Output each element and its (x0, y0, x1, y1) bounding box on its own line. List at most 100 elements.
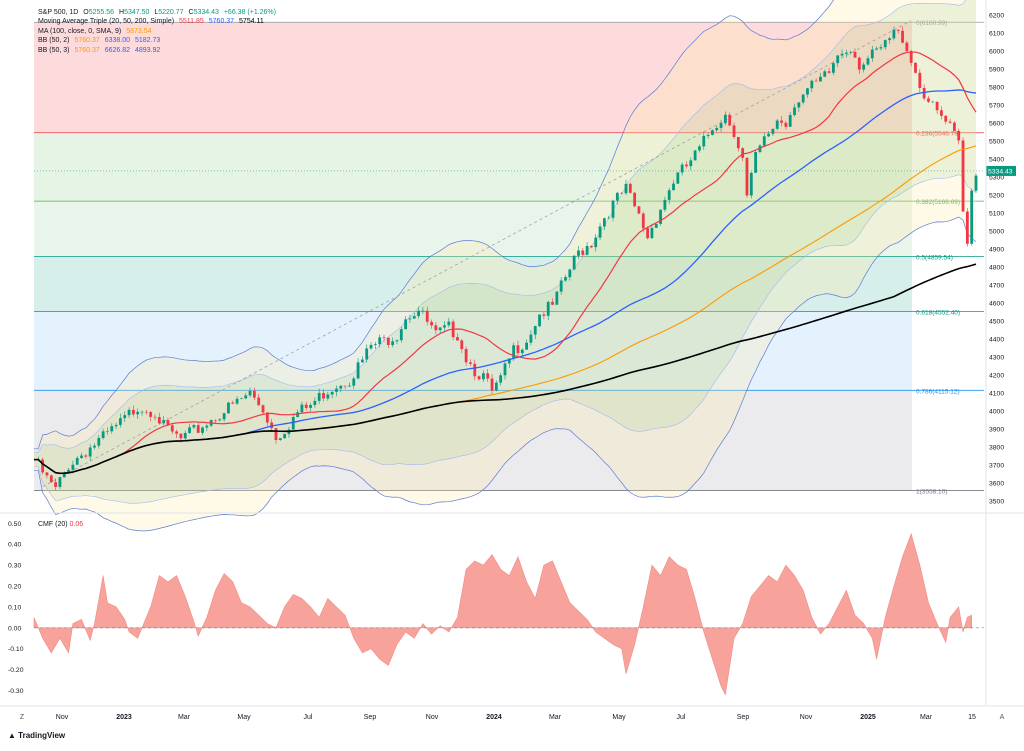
candle-body (637, 206, 641, 214)
candle-body (741, 148, 745, 158)
candle-body (144, 411, 148, 413)
candle-body (335, 388, 338, 392)
open-label: O (83, 9, 89, 16)
candle-body (840, 53, 844, 56)
candle-body (957, 130, 961, 141)
candle-body (261, 405, 265, 413)
candle-body (551, 301, 554, 305)
candle-body (49, 475, 53, 483)
candle-body (399, 329, 403, 341)
cmf-legend[interactable]: CMF (20) 0.06 (38, 521, 83, 528)
cmf-value: 0.06 (69, 521, 84, 528)
legend-mat-row[interactable]: Moving Average Triple (20, 50, 200, Simp… (38, 17, 279, 26)
candle-body (252, 390, 256, 398)
candle-body (572, 255, 576, 270)
candle-body (131, 409, 135, 415)
candle-body (538, 314, 541, 327)
candle-body (227, 402, 230, 414)
candle-body (663, 199, 667, 210)
candle-body (512, 345, 516, 359)
price-tick-4500: 4500 (989, 319, 1004, 326)
candle-body (222, 413, 226, 420)
trend-line (42, 20, 912, 487)
candle-body (54, 482, 58, 487)
candle-body (291, 417, 295, 430)
candle-body (84, 455, 88, 457)
candle-body (667, 190, 671, 200)
candle-body (352, 378, 356, 386)
bb2-label: BB (50, 3) (38, 46, 70, 54)
price-tick-5200: 5200 (989, 193, 1004, 200)
candle-body (715, 127, 719, 131)
candle-body (430, 321, 433, 326)
bb2-lower: 4893.92 (135, 46, 161, 54)
last-price-label: 5334.43 (988, 168, 1013, 175)
candle-body (918, 72, 922, 88)
candle-body (801, 94, 805, 103)
legend-bb1-row[interactable]: BB (50, 2) 5760.37 6338.00 5182.73 (38, 36, 279, 45)
price-tick-4100: 4100 (989, 391, 1004, 398)
candle-body (378, 337, 382, 345)
fib-label-4: 0.618(4552.40) (916, 310, 960, 317)
price-tick-4300: 4300 (989, 355, 1004, 362)
candle-body (127, 409, 131, 416)
ma20-line (33, 51, 977, 474)
candle-body (88, 447, 92, 457)
candle-body (823, 71, 827, 77)
ohlc-low: L5220.77 (154, 9, 183, 16)
candle-body (192, 425, 196, 428)
cmf-label: CMF (20) (38, 521, 68, 528)
candle-body (75, 458, 79, 465)
candle-body (106, 431, 109, 432)
candle-body (166, 420, 170, 426)
candle-body (633, 192, 637, 207)
zoom-reset-button[interactable]: Z (19, 714, 25, 721)
candle-body (706, 134, 710, 136)
symbol-label: S&P 500, 1D (38, 9, 79, 16)
candle-body (205, 425, 209, 428)
candle-body (196, 425, 200, 433)
candle-body (170, 425, 174, 432)
time-label-9: May (612, 714, 626, 721)
candle-body (676, 172, 680, 184)
auto-scale-button[interactable]: A (999, 714, 1005, 721)
candle-body (499, 375, 503, 383)
candle-body (693, 150, 697, 161)
candle-body (404, 319, 408, 330)
candle-body (296, 412, 299, 418)
candle-body (348, 385, 351, 387)
ohlc-close: C5334.43 (189, 9, 219, 16)
price-tick-4200: 4200 (989, 373, 1004, 380)
time-label-8: Mar (549, 714, 562, 721)
legend-ma-row[interactable]: MA (100, close, 0, SMA, 9) 5873.54 (38, 27, 279, 36)
candle-body (762, 136, 766, 146)
candle-body (110, 426, 114, 432)
candle-body (810, 80, 814, 89)
candle-body (520, 349, 524, 354)
fib-zone-0 (34, 22, 912, 133)
bb1-lower: 5182.73 (135, 37, 161, 45)
time-label-12: Nov (800, 714, 813, 721)
candle-body (594, 237, 598, 248)
candle-body (711, 130, 714, 135)
candle-body (754, 151, 758, 173)
legend-bb2-row[interactable]: BB (50, 3) 5760.37 6626.82 4893.92 (38, 46, 279, 55)
price-tick-6100: 6100 (989, 31, 1004, 38)
price-tick-3800: 3800 (989, 445, 1004, 452)
price-tick-4600: 4600 (989, 301, 1004, 308)
fib-zone-2 (34, 201, 912, 257)
cmf-tick-4: 0.10 (8, 604, 21, 611)
candle-body (888, 38, 891, 41)
price-tick-3600: 3600 (989, 481, 1004, 488)
candle-body (585, 245, 589, 255)
price-tick-3900: 3900 (989, 427, 1004, 434)
time-label-11: Sep (737, 714, 750, 721)
candle-body (758, 145, 762, 152)
ma-label: MA (100, close, 0, SMA, 9) (38, 27, 122, 35)
candle-body (732, 125, 736, 137)
time-label-15: 15 (968, 714, 976, 721)
low-label: L (154, 9, 159, 16)
price-tick-5700: 5700 (989, 103, 1004, 110)
